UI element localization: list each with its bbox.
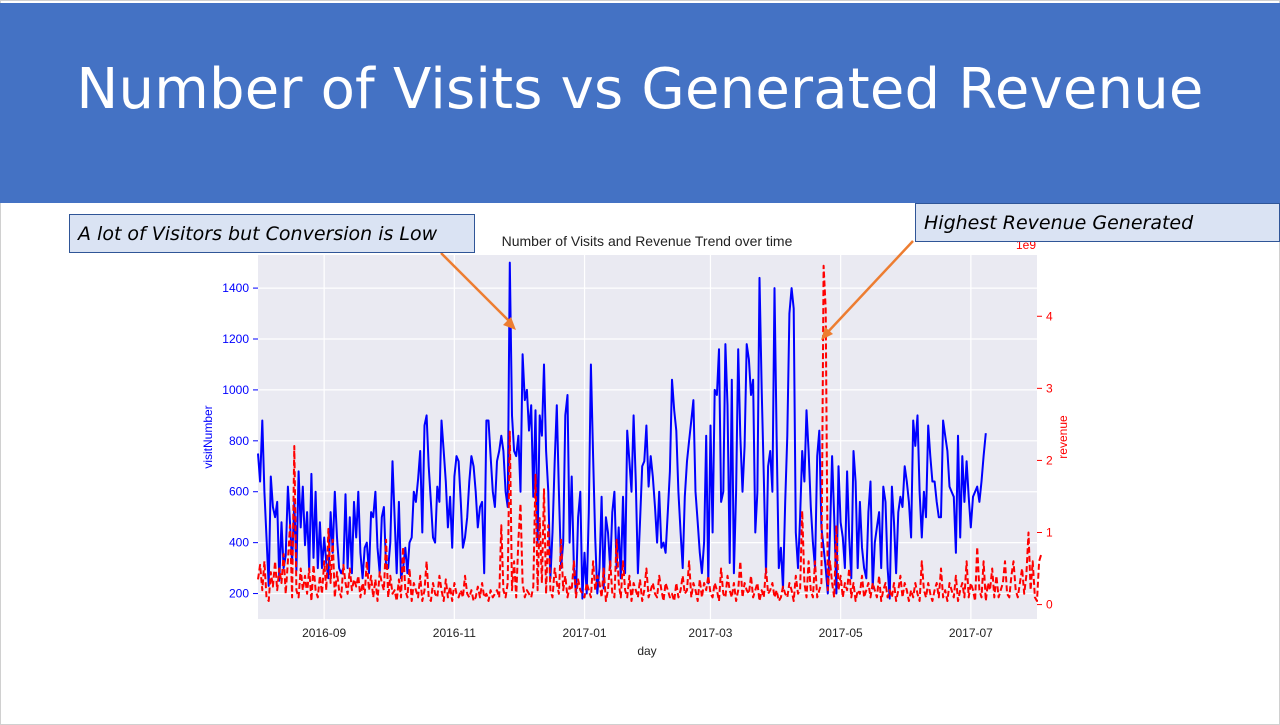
y-tick-label-right: 4	[1046, 309, 1053, 323]
axes: 2016-09 2016-11 2017-01 2017-03 2017-05 2017-…	[222, 281, 1053, 640]
x-tick-label: 2016-11	[433, 626, 476, 640]
arrow-line-right	[825, 240, 914, 335]
callout-low-conversion: A lot of Visitors but Conversion is Low	[69, 214, 475, 253]
arrow-head-right	[821, 327, 833, 340]
arrow-head-left	[503, 317, 516, 330]
x-tick-label: 2016-09	[302, 626, 346, 640]
title-banner: Number of Visits vs Generated Revenue	[0, 3, 1280, 203]
y-tick-label-left: 1400	[222, 281, 249, 295]
x-tick-label: 2017-05	[819, 626, 863, 640]
series-line-revenue	[257, 264, 1043, 602]
series-group	[257, 261, 1043, 602]
y-tick-label-left: 800	[229, 434, 249, 448]
y-tick-label-right: 3	[1046, 381, 1053, 395]
slide-title: Number of Visits vs Generated Revenue	[76, 56, 1204, 122]
callout-arrows	[440, 240, 914, 340]
x-tick-label: 2017-03	[688, 626, 732, 640]
chart-title: Number of Visits and Revenue Trend over …	[502, 233, 793, 249]
arrow-line-left	[440, 252, 513, 325]
x-tick-label: 2017-01	[563, 626, 607, 640]
y-tick-label-left: 600	[229, 485, 249, 499]
y-tick-label-left: 1000	[222, 383, 249, 397]
callout-highest-revenue: Highest Revenue Generated	[915, 203, 1280, 242]
y-tick-label-left: 1200	[222, 332, 249, 346]
y-tick-label-left: 200	[229, 587, 249, 601]
y-tick-label-right: 0	[1046, 598, 1053, 612]
x-axis-label: day	[637, 644, 656, 658]
y-tick-label-right: 2	[1046, 453, 1053, 467]
y-tick-label-left: 400	[229, 536, 249, 550]
y-axis-label-right: revenue	[1056, 415, 1070, 459]
y-axis-label-left: visitNumber	[201, 405, 215, 468]
series-line-visitNumber	[257, 261, 987, 600]
x-tick-label: 2017-07	[949, 626, 993, 640]
y-tick-label-right: 1	[1046, 526, 1053, 540]
